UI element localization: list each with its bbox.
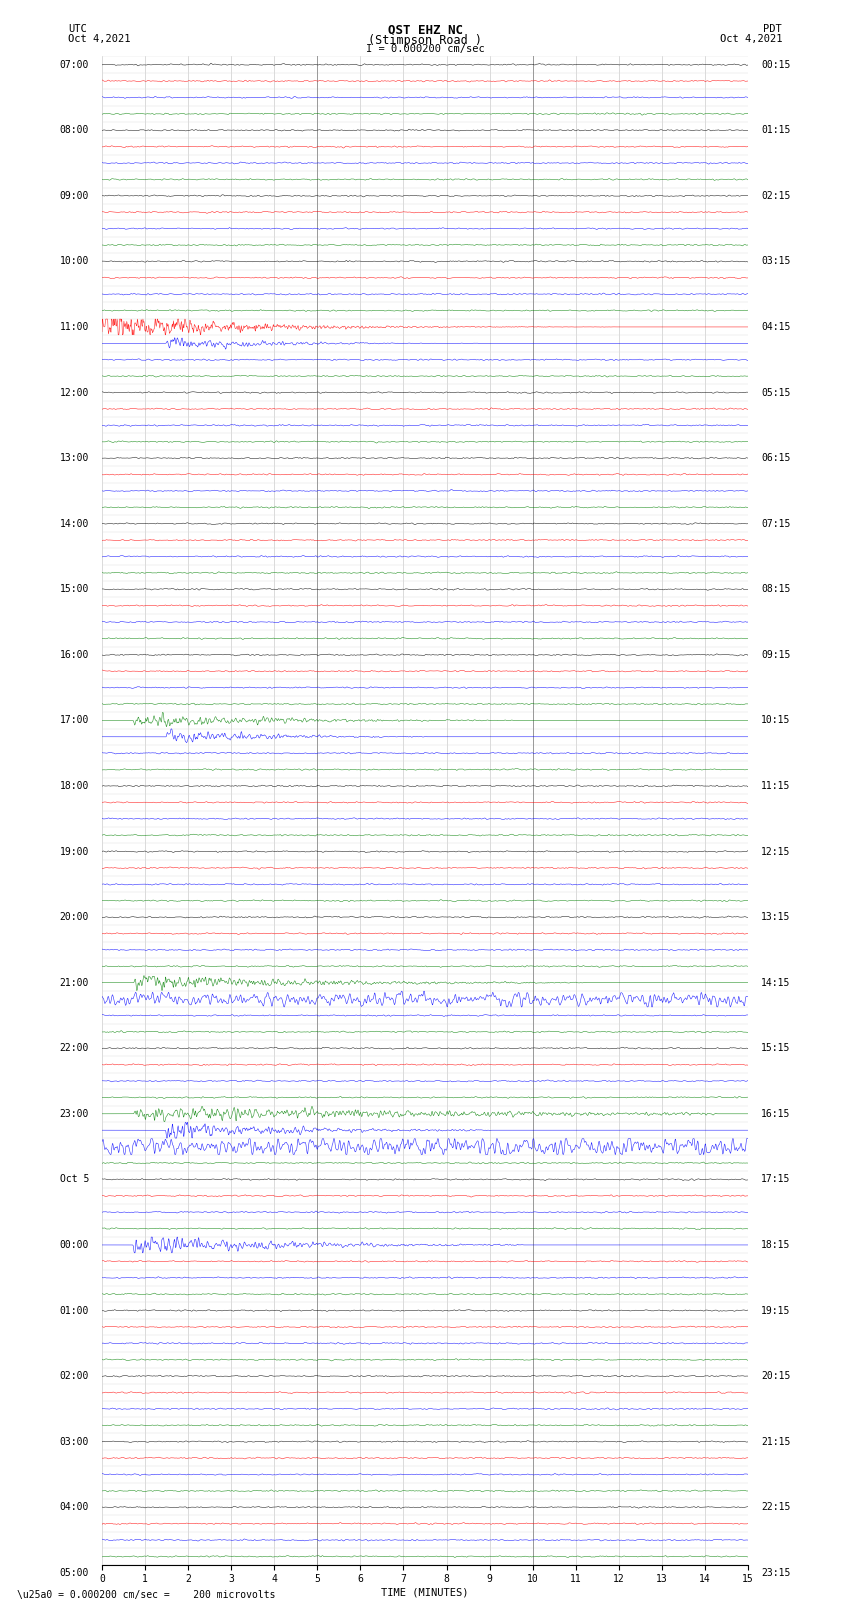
Text: \u25a0 = 0.000200 cm/sec =    200 microvolts: \u25a0 = 0.000200 cm/sec = 200 microvolt…	[17, 1590, 275, 1600]
Text: 21:00: 21:00	[60, 977, 89, 987]
Text: 16:00: 16:00	[60, 650, 89, 660]
Text: 10:15: 10:15	[761, 716, 790, 726]
Text: 07:15: 07:15	[761, 519, 790, 529]
Text: 08:00: 08:00	[60, 126, 89, 135]
Text: 03:15: 03:15	[761, 256, 790, 266]
Text: 10:00: 10:00	[60, 256, 89, 266]
Text: 08:15: 08:15	[761, 584, 790, 594]
Text: 17:15: 17:15	[761, 1174, 790, 1184]
Text: 20:00: 20:00	[60, 911, 89, 923]
Text: UTC: UTC	[68, 24, 87, 34]
Text: I = 0.000200 cm/sec: I = 0.000200 cm/sec	[366, 44, 484, 53]
Text: 07:00: 07:00	[60, 60, 89, 69]
X-axis label: TIME (MINUTES): TIME (MINUTES)	[382, 1587, 468, 1597]
Text: 22:00: 22:00	[60, 1044, 89, 1053]
Text: Oct 5: Oct 5	[60, 1174, 89, 1184]
Text: 22:15: 22:15	[761, 1502, 790, 1513]
Text: 01:00: 01:00	[60, 1305, 89, 1316]
Text: 04:00: 04:00	[60, 1502, 89, 1513]
Text: 11:00: 11:00	[60, 323, 89, 332]
Text: 21:15: 21:15	[761, 1437, 790, 1447]
Text: 15:00: 15:00	[60, 584, 89, 594]
Text: 23:15: 23:15	[761, 1568, 790, 1578]
Text: 14:00: 14:00	[60, 519, 89, 529]
Text: Oct 4,2021: Oct 4,2021	[719, 34, 782, 44]
Text: 06:15: 06:15	[761, 453, 790, 463]
Text: 05:15: 05:15	[761, 387, 790, 397]
Text: 12:15: 12:15	[761, 847, 790, 857]
Text: 11:15: 11:15	[761, 781, 790, 790]
Text: 15:15: 15:15	[761, 1044, 790, 1053]
Text: 17:00: 17:00	[60, 716, 89, 726]
Text: 12:00: 12:00	[60, 387, 89, 397]
Text: 13:15: 13:15	[761, 911, 790, 923]
Text: 20:15: 20:15	[761, 1371, 790, 1381]
Text: 03:00: 03:00	[60, 1437, 89, 1447]
Text: 00:00: 00:00	[60, 1240, 89, 1250]
Text: 19:00: 19:00	[60, 847, 89, 857]
Text: 18:15: 18:15	[761, 1240, 790, 1250]
Text: 00:15: 00:15	[761, 60, 790, 69]
Text: 23:00: 23:00	[60, 1108, 89, 1119]
Text: 16:15: 16:15	[761, 1108, 790, 1119]
Text: OST EHZ NC: OST EHZ NC	[388, 24, 462, 37]
Text: Oct 4,2021: Oct 4,2021	[68, 34, 131, 44]
Text: 13:00: 13:00	[60, 453, 89, 463]
Text: (Stimpson Road ): (Stimpson Road )	[368, 34, 482, 47]
Text: PDT: PDT	[763, 24, 782, 34]
Text: 09:00: 09:00	[60, 190, 89, 200]
Text: 02:15: 02:15	[761, 190, 790, 200]
Text: 05:00: 05:00	[60, 1568, 89, 1578]
Text: 01:15: 01:15	[761, 126, 790, 135]
Text: 19:15: 19:15	[761, 1305, 790, 1316]
Text: 04:15: 04:15	[761, 323, 790, 332]
Text: 14:15: 14:15	[761, 977, 790, 987]
Text: 09:15: 09:15	[761, 650, 790, 660]
Text: 18:00: 18:00	[60, 781, 89, 790]
Text: 02:00: 02:00	[60, 1371, 89, 1381]
